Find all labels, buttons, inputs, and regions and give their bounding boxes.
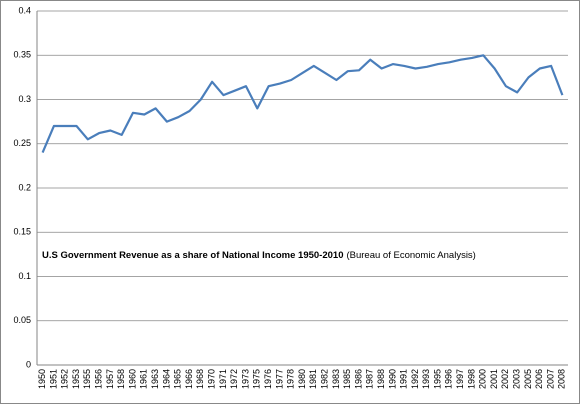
y-tick-label: 0.4 bbox=[18, 5, 31, 15]
x-tick-label: 1961 bbox=[139, 369, 149, 389]
x-tick-label: 1982 bbox=[319, 369, 329, 389]
x-tick-label: 1977 bbox=[274, 369, 284, 389]
x-tick-label: 1958 bbox=[116, 369, 126, 389]
y-tick-label: 0.3 bbox=[18, 94, 31, 104]
x-tick-label: 1993 bbox=[421, 369, 431, 389]
y-tick-label: 0.1 bbox=[18, 271, 31, 281]
x-tick-label: 2001 bbox=[489, 369, 499, 389]
x-tick-label: 2002 bbox=[500, 369, 510, 389]
x-tick-label: 1953 bbox=[71, 369, 81, 389]
y-tick-label: 0.2 bbox=[18, 182, 31, 192]
x-tick-label: 1951 bbox=[48, 369, 58, 389]
x-tick-label: 2003 bbox=[512, 369, 522, 389]
x-tick-label: 1987 bbox=[365, 369, 375, 389]
x-tick-label: 1970 bbox=[206, 369, 216, 389]
x-tick-label: 1975 bbox=[252, 369, 262, 389]
x-tick-label: 1963 bbox=[150, 369, 160, 389]
chart-title: U.S Government Revenue as a share of Nat… bbox=[42, 250, 476, 261]
x-tick-label: 1964 bbox=[161, 369, 171, 389]
x-tick-label: 1960 bbox=[127, 369, 137, 389]
x-tick-label: 1955 bbox=[82, 369, 92, 389]
x-tick-label: 1998 bbox=[466, 369, 476, 389]
y-tick-label: 0 bbox=[26, 359, 31, 369]
x-tick-label: 1972 bbox=[229, 369, 239, 389]
x-tick-label: 1983 bbox=[331, 369, 341, 389]
y-tick-label: 0.25 bbox=[13, 138, 31, 148]
x-tick-label: 1988 bbox=[376, 369, 386, 389]
x-tick-label: 1986 bbox=[353, 369, 363, 389]
x-tick-label: 1957 bbox=[105, 369, 115, 389]
x-tick-label: 1978 bbox=[286, 369, 296, 389]
x-tick-label: 2008 bbox=[557, 369, 567, 389]
x-tick-label: 1950 bbox=[37, 369, 47, 389]
x-tick-label: 2006 bbox=[534, 369, 544, 389]
x-tick-label: 1956 bbox=[94, 369, 104, 389]
title: U.S Government Revenue as a share of Nat… bbox=[42, 250, 343, 261]
x-tick-label: 1952 bbox=[60, 369, 70, 389]
x-tick-label: 1991 bbox=[399, 369, 409, 389]
x-tick-label: 1980 bbox=[297, 369, 307, 389]
x-tick-label: 1996 bbox=[444, 369, 454, 389]
y-tick-label: 0.35 bbox=[13, 50, 31, 60]
x-tick-label: 2007 bbox=[545, 369, 555, 389]
x-tick-label: 1995 bbox=[432, 369, 442, 389]
x-tick-label: 1985 bbox=[342, 369, 352, 389]
x-tick-label: 1976 bbox=[263, 369, 273, 389]
x-tick-label: 2005 bbox=[523, 369, 533, 389]
x-tick-label: 1968 bbox=[195, 369, 205, 389]
x-tick-label: 1965 bbox=[173, 369, 183, 389]
subtitle: (Bureau of Economic Analysis) bbox=[346, 250, 475, 261]
y-tick-label: 0.05 bbox=[13, 315, 31, 325]
x-tick-label: 1971 bbox=[218, 369, 228, 389]
y-tick-label: 0.15 bbox=[13, 227, 31, 237]
x-tick-label: 1992 bbox=[410, 369, 420, 389]
x-tick-label: 1997 bbox=[455, 369, 465, 389]
x-tick-label: 1966 bbox=[184, 369, 194, 389]
x-tick-label: 1990 bbox=[387, 369, 397, 389]
line-series bbox=[41, 54, 564, 154]
x-tick-label: 2000 bbox=[478, 369, 488, 389]
x-tick-label: 1973 bbox=[240, 369, 250, 389]
x-tick-label: 1981 bbox=[308, 369, 318, 389]
